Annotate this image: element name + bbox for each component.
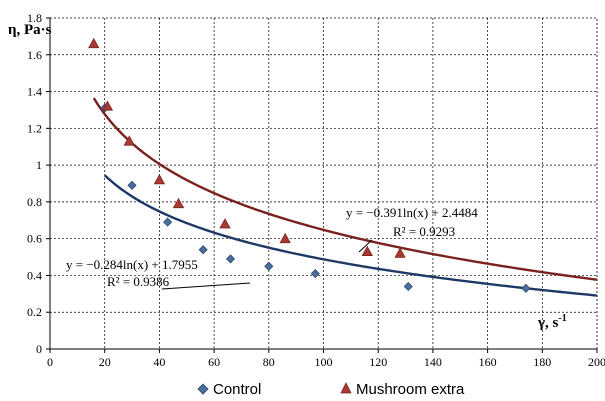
y-tick-label: 0	[36, 342, 42, 356]
data-point-mushroom	[153, 173, 166, 185]
x-tick-label: 100	[315, 355, 333, 369]
y-tick-label: 0.4	[27, 268, 42, 282]
data-point-mushroom	[172, 197, 185, 209]
y-axis-label: η, Pa·s	[8, 22, 52, 38]
data-point-mushroom	[88, 37, 100, 49]
equation-control: y = −0.284ln(x) + 1.7955 R² = 0.9386	[66, 257, 251, 290]
legend-marker-control	[197, 383, 209, 395]
legend-item-control: Control	[197, 381, 261, 398]
x-tick-label: 60	[208, 355, 220, 369]
legend-label-mushroom: Mushroom extra	[356, 381, 465, 398]
leader-line-mushroom	[358, 239, 373, 253]
x-tick-label: 120	[369, 355, 387, 369]
x-tick-label: 40	[153, 355, 165, 369]
y-tick-label: 1.2	[27, 121, 42, 135]
data-point-mushroom	[361, 245, 373, 256]
x-tick-label: 80	[263, 355, 275, 369]
y-tick-label: 1.8	[27, 11, 42, 25]
data-point-control	[310, 269, 320, 279]
data-point-control	[225, 254, 236, 264]
y-tick-label: 1	[36, 158, 42, 172]
data-point-control	[198, 245, 208, 255]
x-tick-label: 200	[588, 355, 605, 369]
equation-control-text: y = −0.284ln(x) + 1.7955	[66, 257, 198, 272]
axes	[46, 17, 598, 353]
r2-mushroom-text: R² = 0.9293	[393, 224, 455, 239]
data-point-mushroom	[101, 100, 114, 111]
trendline-control	[103, 174, 598, 297]
data-point-control	[521, 283, 531, 293]
data-point-control	[127, 180, 137, 190]
x-axis-label: γ, s-1	[537, 313, 567, 331]
data-point-mushroom	[394, 247, 406, 258]
y-tick-label: 0.8	[27, 195, 42, 209]
x-tick-label: 140	[424, 355, 442, 369]
r2-control-text: R² = 0.9386	[107, 274, 170, 289]
data-point-control	[264, 261, 274, 271]
data-point-mushroom	[123, 135, 135, 146]
equation-mushroom: y = −0.391ln(x) + 2.4484 R² = 0.9293	[346, 205, 478, 253]
x-tick-label: 0	[47, 355, 53, 369]
y-tick-label: 0.2	[27, 305, 42, 319]
leader-line-control	[161, 282, 251, 290]
data-point-mushroom	[279, 232, 291, 244]
legend: Control Mushroom extra	[197, 381, 465, 398]
data-point-control	[403, 281, 413, 292]
trendlines	[92, 97, 598, 297]
data-point-mushroom	[219, 218, 231, 229]
tick-labels: 0 0.2 0.4 0.6 0.8 1 1.2 1.4 1.6 1.8 0 20 40 60 80 100 12…	[27, 11, 605, 369]
x-tick-label: 20	[99, 355, 111, 369]
legend-marker-mushroom	[340, 382, 352, 394]
y-tick-label: 1.4	[27, 85, 42, 99]
legend-label-control: Control	[213, 381, 261, 398]
x-tick-label: 160	[479, 355, 497, 369]
legend-item-mushroom: Mushroom extra	[340, 381, 465, 398]
grid	[49, 17, 598, 350]
data-points	[88, 37, 531, 293]
data-point-control	[163, 217, 173, 227]
equation-mushroom-text: y = −0.391ln(x) + 2.4484	[346, 205, 478, 220]
y-tick-label: 1.6	[27, 48, 42, 62]
trendline-mushroom	[92, 97, 598, 281]
y-tick-label: 0.6	[27, 232, 42, 246]
x-tick-label: 180	[533, 355, 551, 369]
